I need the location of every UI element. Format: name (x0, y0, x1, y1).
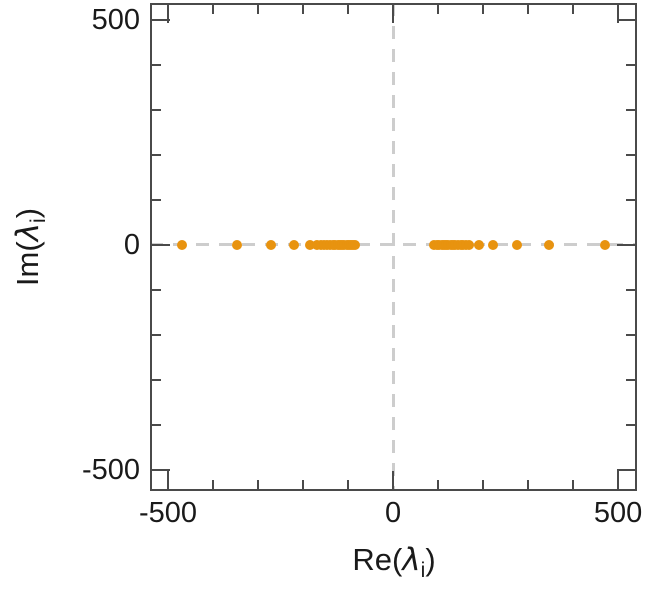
y-tick-right (626, 333, 637, 336)
y-axis-label-func: Im( (10, 241, 45, 287)
x-tick-bottom (302, 480, 305, 491)
x-axis-label-close: ) (425, 542, 436, 577)
y-tick-left (150, 198, 161, 201)
x-tick-bottom (167, 471, 169, 491)
x-axis-label-func: Re( (352, 542, 403, 577)
x-tick-bottom (257, 480, 260, 491)
y-axis-label-subscript: i (27, 218, 51, 223)
y-tick-left (150, 19, 170, 22)
y-tick-left (150, 64, 161, 67)
data-point (463, 239, 474, 250)
x-tick-bottom (212, 480, 214, 491)
y-tick-right (626, 64, 637, 67)
x-tick-bottom (437, 480, 440, 491)
plot-area (150, 3, 637, 491)
y-tick-right (617, 468, 637, 471)
zero-line-horizontal (150, 243, 637, 247)
y-tick-label: 500 (91, 4, 140, 37)
x-tick-top (482, 3, 485, 14)
y-tick-label: 0 (123, 228, 140, 261)
lambda-symbol: λ (402, 542, 421, 578)
lambda-symbol: λ (10, 222, 46, 242)
data-point (266, 239, 277, 250)
y-tick-right (617, 243, 637, 246)
x-tick-top (257, 3, 260, 14)
data-point (600, 239, 611, 250)
data-point (488, 239, 499, 250)
x-tick-bottom (482, 480, 485, 491)
y-tick-right (626, 288, 637, 291)
data-point (511, 239, 522, 250)
y-tick-left (150, 243, 170, 246)
x-tick-top (572, 3, 575, 14)
y-tick-left (150, 423, 161, 426)
data-point (474, 239, 485, 250)
x-axis-label-subscript: i (420, 559, 426, 583)
x-tick-bottom (617, 471, 620, 491)
x-tick-top (437, 3, 440, 14)
x-tick-top (392, 3, 395, 23)
y-tick-right (626, 109, 637, 112)
data-point (176, 239, 187, 250)
x-tick-top (347, 3, 350, 14)
x-tick-top (617, 3, 620, 23)
y-tick-left (150, 109, 161, 112)
data-point (544, 239, 555, 250)
y-tick-label: -500 (81, 453, 140, 486)
zero-line-vertical (391, 3, 395, 491)
x-tick-top (212, 3, 214, 14)
y-tick-right (626, 378, 637, 381)
y-axis-label: Im(λi) (10, 147, 50, 347)
y-tick-right (626, 423, 637, 426)
x-tick-top (527, 3, 530, 14)
y-tick-left (150, 468, 170, 471)
x-tick-top (167, 3, 169, 23)
x-tick-bottom (392, 471, 395, 491)
data-point (350, 239, 361, 250)
y-tick-right (617, 19, 637, 22)
data-point (231, 239, 242, 250)
y-axis-label-close: ) (10, 207, 45, 219)
data-point (289, 239, 300, 250)
data-point (305, 239, 316, 250)
x-tick-bottom (347, 480, 350, 491)
y-tick-left (150, 154, 161, 157)
y-tick-left (150, 288, 161, 291)
x-tick-label: -500 (138, 497, 198, 529)
x-axis-label: Re(λi) (284, 542, 504, 582)
x-tick-top (302, 3, 305, 14)
y-tick-right (626, 154, 637, 157)
x-tick-label: 500 (593, 497, 643, 529)
y-tick-left (150, 378, 161, 381)
x-tick-bottom (527, 480, 530, 491)
x-tick-bottom (572, 480, 575, 491)
x-tick-label: 0 (384, 497, 402, 529)
y-tick-right (626, 198, 637, 201)
y-tick-left (150, 333, 161, 336)
